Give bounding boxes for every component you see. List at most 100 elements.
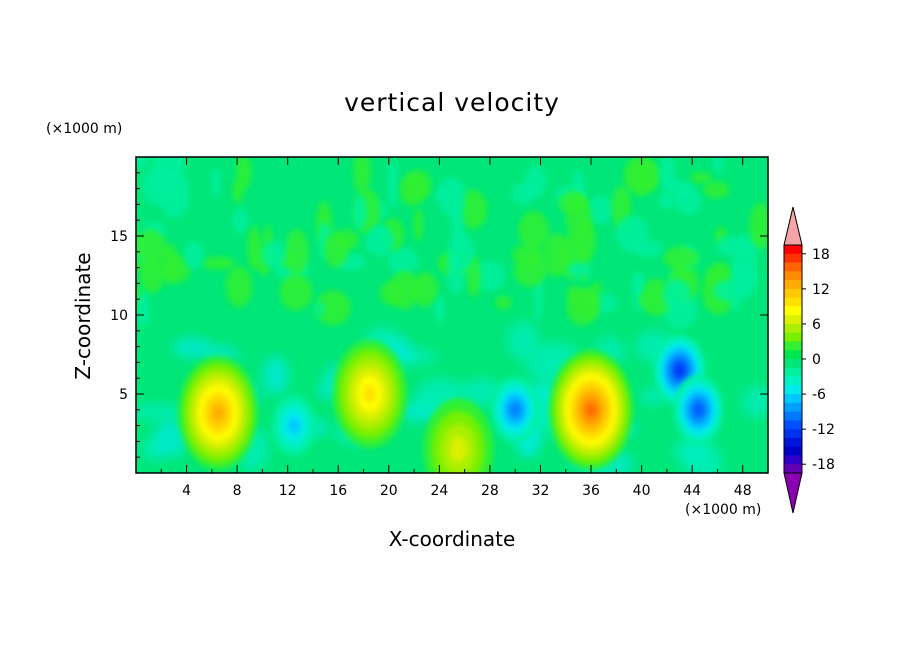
x-tick-label: 16 <box>329 483 347 499</box>
colorbar-swatch <box>784 464 802 474</box>
colorbar-swatch <box>784 429 802 439</box>
texture-cell <box>658 157 676 190</box>
texture-cell <box>153 419 189 457</box>
texture-cell <box>365 225 395 257</box>
texture-cell <box>586 196 615 224</box>
texture-cell <box>388 159 399 207</box>
colorbar-swatch <box>784 323 802 333</box>
texture-cell <box>388 247 418 275</box>
texture-cell <box>690 171 713 184</box>
texture-cell <box>210 168 221 198</box>
texture-cell <box>353 157 371 194</box>
texture-cell <box>566 288 599 326</box>
colorbar-swatch <box>784 315 802 325</box>
colorbar-swatch <box>784 341 802 351</box>
x-tick-label: 20 <box>380 483 398 499</box>
colorbar-tick-label: 0 <box>812 352 821 368</box>
texture-cell <box>279 274 313 311</box>
texture-cell <box>437 176 466 217</box>
colorbar-swatch <box>784 385 802 395</box>
z-axis-unit: (×1000 m) <box>46 121 123 137</box>
x-tick-label: 8 <box>233 483 242 499</box>
x-tick-label: 12 <box>279 483 297 499</box>
x-tick-label: 48 <box>734 483 752 499</box>
colorbar-tick-label: -6 <box>812 387 826 403</box>
colorbar-swatch <box>784 411 802 421</box>
colorbar-swatch <box>784 297 802 307</box>
colorbar-max-arrow <box>783 206 803 246</box>
texture-cell <box>142 166 172 206</box>
texture-cell <box>136 403 186 420</box>
texture-cell <box>136 229 167 264</box>
colorbar-swatch <box>784 280 802 290</box>
texture-cell <box>434 295 445 323</box>
colorbar-tick-label: 12 <box>812 282 830 298</box>
colorbar-swatch <box>784 455 802 465</box>
texture-cell <box>232 208 249 234</box>
texture-cell <box>136 157 149 169</box>
texture-cell <box>513 254 547 287</box>
downdraft-cell <box>673 375 724 445</box>
texture-cell <box>658 192 676 210</box>
texture-cell <box>225 266 253 308</box>
colorbar-tick-label: -12 <box>812 422 835 438</box>
texture-cell <box>534 276 543 321</box>
texture-cell <box>353 194 367 230</box>
texture-cell <box>663 246 699 270</box>
downdraft-cell <box>272 395 316 457</box>
updraft-cell <box>423 398 494 473</box>
texture-cell <box>389 270 420 310</box>
downdraft-cell <box>491 376 540 444</box>
texture-cell <box>506 321 539 361</box>
colorbar-swatch <box>784 350 802 360</box>
texture-cell <box>412 272 439 307</box>
colorbar-swatch <box>784 271 802 281</box>
updraft-cell <box>332 340 408 448</box>
texture-cell <box>285 229 309 275</box>
x-tick-label: 4 <box>182 483 191 499</box>
chart-title: vertical velocity <box>344 88 560 117</box>
texture-cell <box>518 211 550 250</box>
x-axis-unit: (×1000 m) <box>685 502 762 518</box>
colorbar-tick-label: -18 <box>812 457 835 473</box>
texture-cell <box>627 160 662 191</box>
texture-cell <box>315 301 325 318</box>
texture-cell <box>202 256 236 270</box>
y-tick-label: 10 <box>110 308 128 324</box>
texture-cell <box>262 240 286 269</box>
y-tick-label: 15 <box>110 229 128 245</box>
texture-cell <box>495 296 512 310</box>
colorbar-swatch <box>784 262 802 272</box>
texture-cell <box>703 181 730 199</box>
colorbar-swatch <box>784 332 802 342</box>
texture-cell <box>315 290 351 326</box>
colorbar-swatch <box>784 437 802 447</box>
texture-cell <box>567 262 593 278</box>
texture-cell <box>232 179 244 204</box>
x-axis-label: X-coordinate <box>388 527 516 551</box>
colorbar-swatch <box>784 359 802 369</box>
texture-cell <box>172 337 213 358</box>
colorbar-swatch <box>784 367 802 377</box>
x-tick-label: 32 <box>532 483 550 499</box>
colorbar-swatch <box>784 446 802 456</box>
colorbar-swatch <box>784 402 802 412</box>
texture-cell <box>184 240 204 270</box>
x-tick-label: 36 <box>582 483 600 499</box>
texture-cell <box>749 202 768 249</box>
texture-cell <box>511 183 536 205</box>
colorbar-tick-label: 18 <box>812 247 830 263</box>
colorbar-tick-label: 6 <box>812 317 821 333</box>
colorbar-swatch <box>784 376 802 386</box>
updraft-cell <box>178 355 258 470</box>
colorbar-swatch <box>784 245 802 255</box>
colorbar-swatch <box>784 253 802 263</box>
texture-cell <box>447 233 475 271</box>
texture-cell <box>247 226 262 271</box>
texture-cell <box>139 255 165 294</box>
x-tick-label: 44 <box>683 483 701 499</box>
colorbar-swatch <box>784 288 802 298</box>
colorbar-min-arrow <box>783 472 803 514</box>
texture-cell <box>558 190 587 215</box>
